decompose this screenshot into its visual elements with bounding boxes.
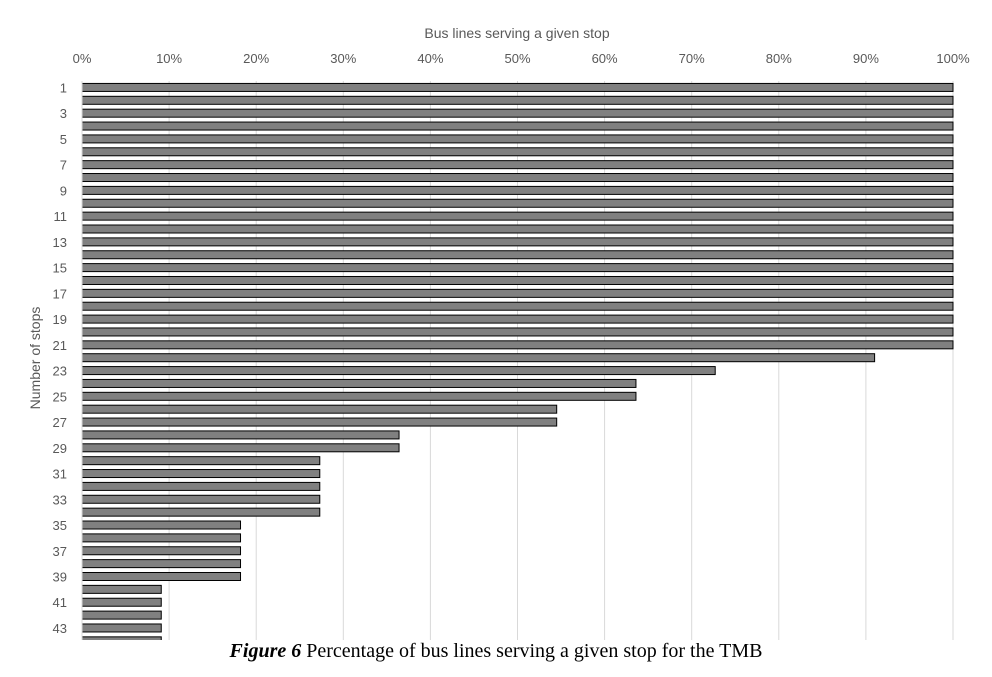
bar (81, 430, 400, 440)
x-axis-title: Bus lines serving a given stop (424, 25, 609, 41)
bar (81, 546, 242, 556)
bar (81, 520, 242, 530)
bar (81, 108, 954, 118)
y-tick-label: 43 (53, 621, 67, 636)
bar (81, 610, 162, 620)
y-tick-label: 17 (53, 286, 67, 301)
bar (81, 481, 321, 491)
y-tick-label: 23 (53, 364, 67, 379)
bar (81, 288, 954, 298)
bar (81, 456, 321, 466)
bar (81, 353, 876, 363)
bar (81, 224, 954, 234)
bar (81, 494, 321, 504)
bar (81, 121, 954, 131)
y-tick-label: 21 (53, 338, 67, 353)
bar (81, 160, 954, 170)
bar (81, 571, 242, 581)
y-tick-label: 7 (60, 158, 67, 173)
y-tick-label: 33 (53, 492, 67, 507)
bar (81, 211, 954, 221)
y-tick-label: 25 (53, 389, 67, 404)
bar (81, 597, 162, 607)
bar (81, 82, 954, 92)
y-tick-label: 41 (53, 595, 67, 610)
y-tick-label: 1 (60, 80, 67, 95)
x-tick-label: 40% (417, 51, 443, 66)
bar (81, 95, 954, 105)
y-axis-title: Number of stops (27, 307, 43, 410)
figure-caption: Figure 6 Percentage of bus lines serving… (0, 640, 992, 663)
y-tick-label: 37 (53, 544, 67, 559)
x-tick-label: 90% (853, 51, 879, 66)
bar (81, 507, 321, 517)
caption-label: Figure 6 (229, 640, 302, 662)
bar (81, 301, 954, 311)
y-tick-label: 27 (53, 415, 67, 430)
bar (81, 275, 954, 285)
y-tick-label: 19 (53, 312, 67, 327)
bar (81, 198, 954, 208)
bar (81, 314, 954, 324)
bar (81, 250, 954, 260)
bar (81, 147, 954, 157)
x-tick-label: 10% (156, 51, 182, 66)
bar (81, 584, 162, 594)
x-axis-ticks: 0% 10% 20% 30% 40% 50% 60% 70% 80% 90% 100% (73, 51, 970, 66)
bar (81, 378, 637, 388)
y-tick-label: 35 (53, 518, 67, 533)
y-tick-label: 5 (60, 132, 67, 147)
y-tick-label: 29 (53, 441, 67, 456)
bar-chart: 0% 10% 20% 30% 40% 50% 60% 70% 80% 90% 100% 135791… (27, 25, 970, 640)
x-tick-label: 20% (243, 51, 269, 66)
y-tick-label: 39 (53, 569, 67, 584)
bar (81, 263, 954, 273)
bar (81, 623, 162, 633)
x-tick-label: 100% (936, 51, 970, 66)
x-tick-label: 70% (679, 51, 705, 66)
y-tick-label: 13 (53, 235, 67, 250)
bar (81, 417, 558, 427)
bar (81, 185, 954, 195)
x-tick-label: 80% (766, 51, 792, 66)
bar (81, 340, 954, 350)
y-tick-label: 9 (60, 183, 67, 198)
bar (81, 443, 400, 453)
bars (81, 82, 954, 640)
caption-text: Percentage of bus lines serving a given … (301, 640, 763, 662)
bar (81, 327, 954, 337)
x-tick-label: 0% (73, 51, 92, 66)
y-tick-label: 15 (53, 261, 67, 276)
x-tick-label: 30% (330, 51, 356, 66)
bar (81, 636, 162, 640)
bar (81, 134, 954, 144)
bar (81, 404, 558, 414)
y-tick-label: 11 (54, 209, 68, 224)
bar (81, 366, 716, 376)
bar (81, 391, 637, 401)
bar (81, 533, 242, 543)
bar (81, 469, 321, 479)
x-tick-label: 60% (592, 51, 618, 66)
y-tick-label: 31 (53, 467, 67, 482)
y-tick-label: 3 (60, 106, 67, 121)
x-tick-label: 50% (504, 51, 530, 66)
bar (81, 559, 242, 569)
bar (81, 237, 954, 247)
bar (81, 173, 954, 183)
